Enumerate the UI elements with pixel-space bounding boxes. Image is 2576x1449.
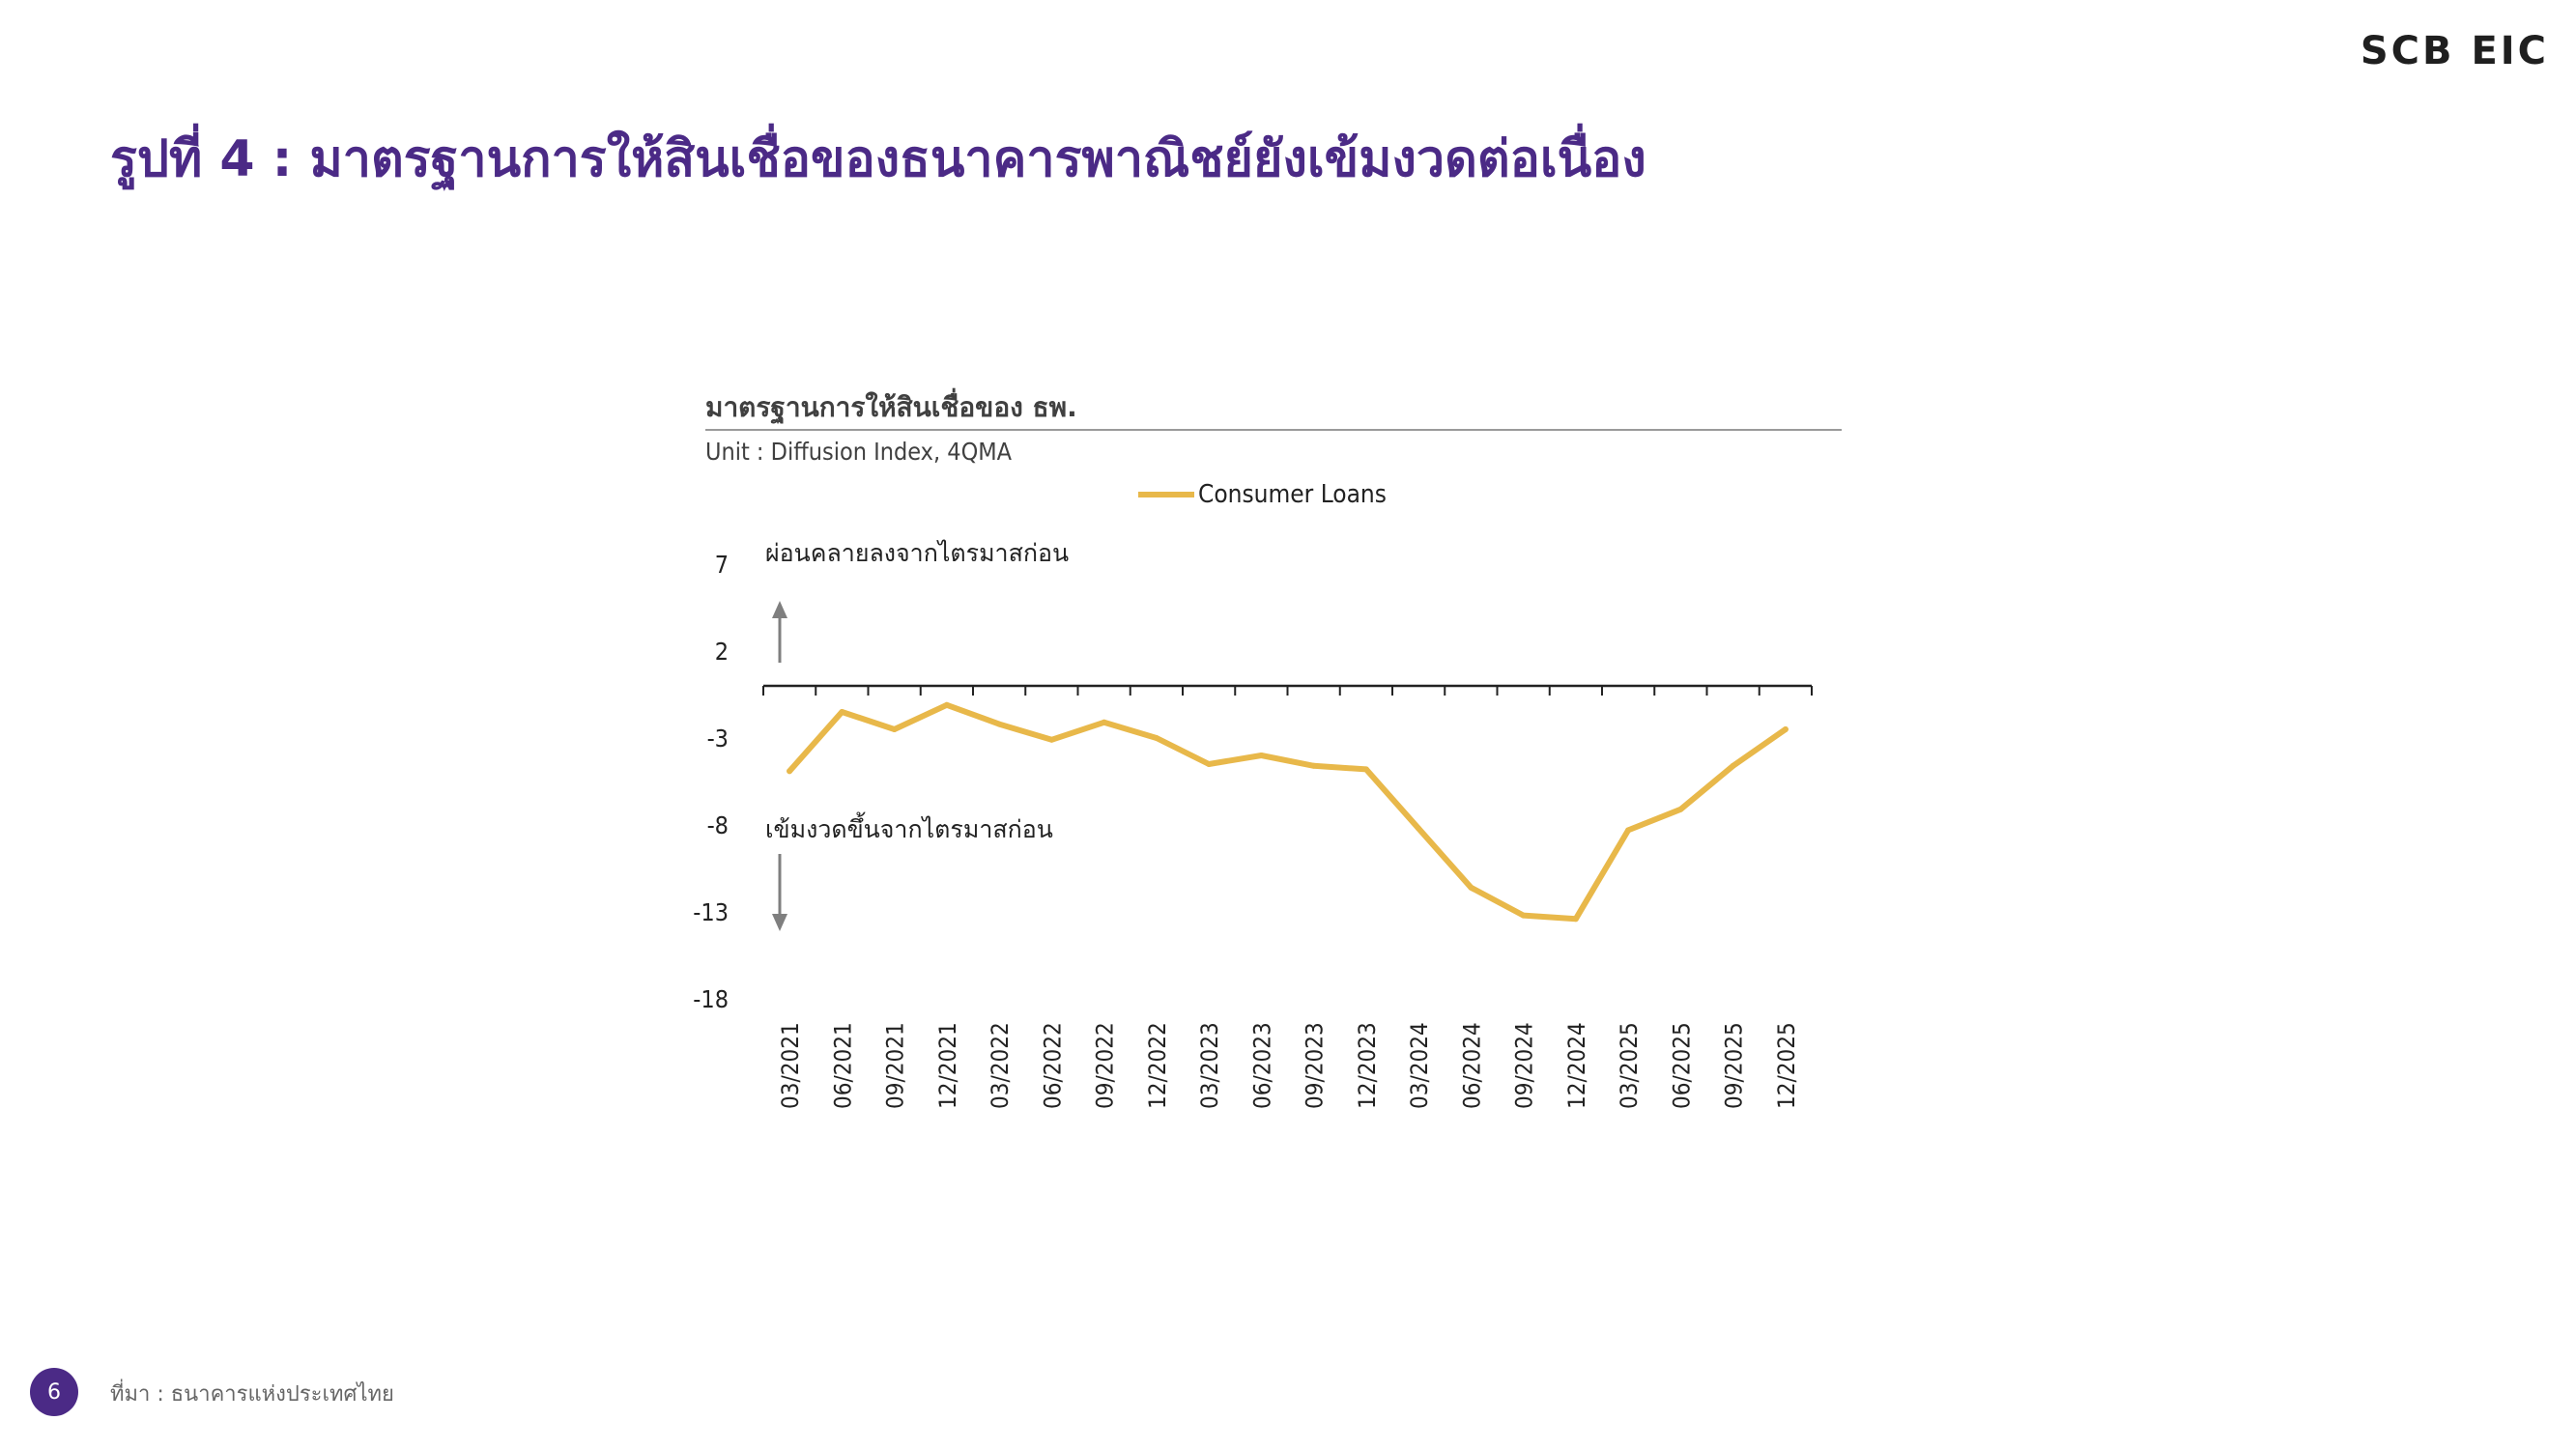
data-point [839,709,845,715]
y-tick-label: 7 [715,551,729,579]
x-tick-label: 12/2024 [1563,1022,1590,1109]
data-point [1153,735,1159,741]
x-tick-label: 09/2021 [882,1022,909,1109]
chart-title: มาตรฐานการให้สินเชื่อของ ธพ. [705,391,1077,423]
x-tick-label: 09/2023 [1302,1022,1329,1109]
x-tick-label: 09/2025 [1721,1022,1748,1109]
x-tick-label: 06/2022 [1039,1022,1066,1109]
data-point [1206,761,1213,767]
x-tick-label: 12/2023 [1354,1022,1381,1109]
data-point [1362,766,1369,773]
x-tick-label: 06/2024 [1458,1022,1485,1109]
data-point [1048,736,1055,743]
y-tick-label: -3 [707,724,729,753]
company-logo: SCB EIC [2360,29,2549,73]
x-tick-label: 03/2023 [1196,1022,1223,1109]
x-tick-label: 06/2021 [829,1022,856,1109]
data-point [1258,753,1265,758]
annotation-arrows [772,601,787,931]
data-point [996,721,1003,727]
annotation-easing: ผ่อนคลายลงจากไตรมาสก่อน [765,539,1070,567]
chart-title-divider [705,429,1842,431]
x-tick-label: 09/2022 [1092,1022,1119,1109]
x-tick-label: 12/2021 [934,1022,961,1109]
x-tick-label: 12/2022 [1144,1022,1171,1109]
x-tick-label: 03/2025 [1616,1022,1643,1109]
data-point [1782,726,1789,732]
series-line-consumer-loans [787,701,1789,923]
legend-swatch-consumer-loans [1138,492,1194,497]
data-point [1310,762,1317,769]
annotation-tightening: เข้มงวดขึ้นจากไตรมาสก่อน [765,815,1053,843]
data-point [891,726,898,732]
x-tick-label: 06/2023 [1248,1022,1275,1109]
data-point [1730,762,1736,769]
slide-title: รูปที่ 4 : มาตรฐานการให้สินเชื่อของธนาคา… [110,130,1646,188]
chart-axes [762,684,1813,696]
data-point [1101,719,1107,725]
x-tick-label: 06/2025 [1668,1022,1695,1109]
data-point [1520,912,1527,919]
data-point [943,701,950,708]
x-tick-label: 03/2021 [777,1022,804,1109]
chart-series [787,701,1789,923]
data-point [1625,827,1632,834]
y-tick-label: -18 [693,985,729,1013]
x-tick-label: 03/2024 [1406,1022,1433,1109]
y-tick-label: -13 [693,898,729,926]
source-note: ที่มา : ธนาคารแห่งประเทศไทย [110,1382,394,1406]
data-point [787,768,793,775]
legend-label-consumer-loans: Consumer Loans [1198,480,1387,509]
x-tick-label: 03/2022 [987,1022,1014,1109]
data-point [1572,916,1579,923]
y-tick-label: 2 [715,638,729,666]
data-point [1416,825,1422,832]
page-number-badge: 6 [30,1368,78,1416]
chart-unit-label: Unit : Diffusion Index, 4QMA [705,438,1013,466]
down-arrow-head [772,914,787,931]
chart-legend: Consumer Loans [1138,480,1387,509]
x-tick-label: 09/2024 [1511,1022,1538,1109]
up-arrow-head [772,601,787,618]
chart-tick-labels: 7 2 -3 -8 -13 -18 03/2021 06/2021 09/2021 12/2021… [693,551,1800,1109]
data-point [1468,884,1474,891]
data-point [1677,806,1684,812]
y-tick-label: -8 [707,811,729,839]
x-tick-label: 12/2025 [1773,1022,1800,1109]
